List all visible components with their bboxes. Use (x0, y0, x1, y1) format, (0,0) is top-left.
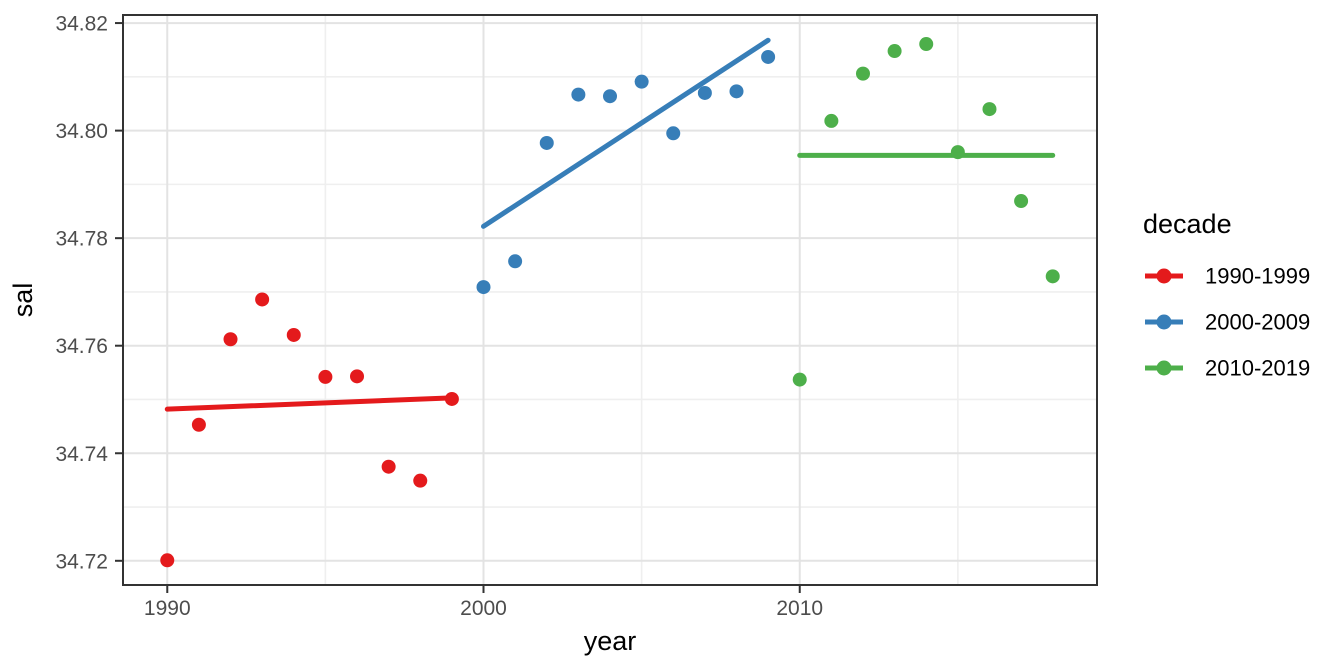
data-point (413, 473, 428, 488)
y-tick-label: 34.72 (55, 550, 108, 573)
data-point (1014, 194, 1029, 209)
data-point (1045, 269, 1060, 284)
data-point (223, 332, 238, 347)
y-axis-title: sal (8, 283, 38, 318)
data-point (191, 417, 206, 432)
data-point (919, 37, 934, 52)
y-tick-label: 34.76 (55, 335, 108, 358)
data-point (603, 89, 617, 104)
data-series-layer (160, 37, 1060, 568)
legend-key-point (1156, 314, 1172, 330)
data-point (571, 87, 586, 102)
legend-label: 1990-1999 (1205, 264, 1310, 289)
data-point (729, 84, 744, 99)
legend-label: 2010-2019 (1205, 356, 1310, 381)
data-point (539, 135, 554, 150)
legend-entry: 2010-2019 (1145, 356, 1310, 381)
gridlines (123, 15, 1097, 585)
legend-key-point (1156, 268, 1172, 284)
trend-line (164, 395, 455, 412)
trend-line (481, 37, 771, 229)
data-point (697, 85, 712, 100)
data-point (350, 369, 365, 384)
panel-border (122, 14, 1098, 586)
data-point (255, 292, 270, 307)
data-point (160, 553, 175, 568)
data-point (666, 126, 681, 141)
data-point (286, 327, 301, 342)
legend-entries: 1990-1999 2000-2009 2010-2019 (1145, 264, 1310, 381)
data-point (381, 459, 396, 474)
data-point (318, 369, 333, 384)
legend-title: decade (1143, 209, 1232, 239)
legend-entry: 1990-1999 (1145, 264, 1310, 289)
legend-entry: 2000-2009 (1145, 310, 1310, 335)
y-tick-label: 34.78 (55, 228, 108, 251)
data-point (761, 49, 776, 64)
legend: decade 1990-1999 2000-2009 2010-2019 (1143, 209, 1310, 381)
y-tick-label: 34.74 (55, 443, 108, 466)
legend-label: 2000-2009 (1205, 310, 1310, 335)
axes: 34.72 34.74 34.76 34.78 34.80 34.82 1990 2000 20… (55, 13, 823, 620)
data-point (855, 66, 870, 81)
y-tick-label: 34.82 (55, 13, 108, 36)
x-tick-label: 2010 (776, 597, 823, 620)
data-point (887, 44, 902, 59)
y-tick-label: 34.80 (55, 120, 108, 143)
data-point (508, 254, 523, 269)
data-point (634, 74, 649, 89)
data-point (982, 102, 997, 117)
data-point (824, 113, 839, 128)
legend-key-point (1156, 360, 1172, 376)
data-point (792, 372, 807, 387)
x-axis-title: year (584, 626, 637, 656)
data-point (476, 280, 491, 295)
x-tick-label: 1990 (144, 597, 191, 620)
x-tick-label: 2000 (460, 597, 507, 620)
